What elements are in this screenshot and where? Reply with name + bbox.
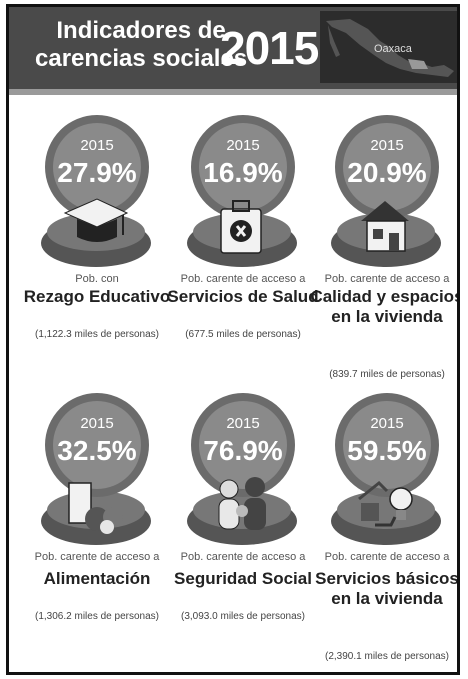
card-caption: Pob. carente de acceso a	[180, 551, 306, 563]
indicator-card-rezago-educativo: 2015 27.9% Pob. con Rezago Educativo (1,…	[21, 115, 170, 375]
indicator-card-servicios-basicos: 2015 59.5% Pob. carente de acceso a Serv…	[311, 393, 457, 662]
card-title: Seguridad Social	[174, 569, 312, 588]
title-line-1: Indicadores de	[56, 17, 226, 44]
utilities-icon	[358, 480, 413, 527]
card-percentage: 27.9%	[57, 157, 137, 188]
card-title: Rezago Educativo	[23, 287, 171, 306]
card-population: (677.5 miles de personas)	[185, 329, 301, 340]
percentage-disc	[45, 393, 149, 497]
percentage-disc	[335, 115, 439, 219]
indicator-card-servicios-salud: 2015 16.9% Pob. carente de acceso a Serv…	[167, 115, 319, 375]
card-percentage: 76.9%	[203, 435, 283, 466]
card-percentage: 32.5%	[57, 435, 137, 466]
card-population: (2,390.1 miles de personas)	[325, 651, 449, 662]
state-name: Oaxaca	[374, 43, 412, 55]
card-year: 2015	[370, 415, 404, 432]
mexico-map-icon	[320, 11, 457, 83]
first-aid-kit-icon	[220, 200, 262, 254]
percentage-disc	[335, 393, 439, 497]
card-caption: Pob. con	[75, 273, 119, 285]
graduation-cap-icon	[63, 198, 129, 242]
card-caption: Pob. carente de acceso a	[34, 551, 160, 563]
card-year: 2015	[226, 137, 260, 154]
percentage-disc	[191, 393, 295, 497]
card-caption: Pob. carente de acceso a	[180, 273, 306, 285]
pedestal-top	[337, 491, 435, 529]
card-title: Servicios básicos en la vivienda	[315, 569, 459, 608]
card-population: (839.7 miles de personas)	[329, 369, 445, 380]
header-divider	[9, 89, 457, 95]
card-year: 2015	[80, 137, 114, 154]
card-year: 2015	[226, 415, 260, 432]
card-population: (1,306.2 miles de personas)	[35, 611, 159, 622]
card-caption: Pob. carente de acceso a	[324, 551, 450, 563]
card-percentage: 59.5%	[347, 435, 427, 466]
card-population: (3,093.0 miles de personas)	[181, 611, 305, 622]
percentage-disc	[45, 115, 149, 219]
indicator-card-seguridad-social: 2015 76.9% Pob. carente de acceso a Segu…	[167, 393, 315, 653]
family-icon	[218, 477, 266, 530]
card-title: Servicios de Salud	[167, 287, 319, 306]
header-title: Indicadores de carencias sociales	[35, 17, 247, 73]
title-line-2: carencias sociales	[35, 45, 248, 72]
infographic: Indicadores de carencias sociales 2015 O…	[6, 4, 460, 675]
house-icon	[361, 201, 409, 252]
card-year: 2015	[370, 137, 404, 154]
food-icon	[68, 482, 123, 534]
card-title: Calidad y espacios en la vivienda	[310, 287, 460, 326]
card-percentage: 20.9%	[347, 157, 427, 188]
header: Indicadores de carencias sociales 2015 O…	[9, 7, 457, 89]
indicator-card-alimentacion: 2015 32.5% Pob. carente de acceso a Alim…	[21, 393, 169, 653]
card-percentage: 16.9%	[203, 157, 283, 188]
card-caption: Pob. carente de acceso a	[324, 273, 450, 285]
card-title: Alimentación	[43, 569, 151, 588]
indicator-card-calidad-vivienda: 2015 20.9% Pob. carente de acceso a Cali…	[310, 115, 457, 380]
card-year: 2015	[80, 415, 114, 432]
header-year: 2015	[220, 22, 319, 74]
card-population: (1,122.3 miles de personas)	[35, 329, 159, 340]
